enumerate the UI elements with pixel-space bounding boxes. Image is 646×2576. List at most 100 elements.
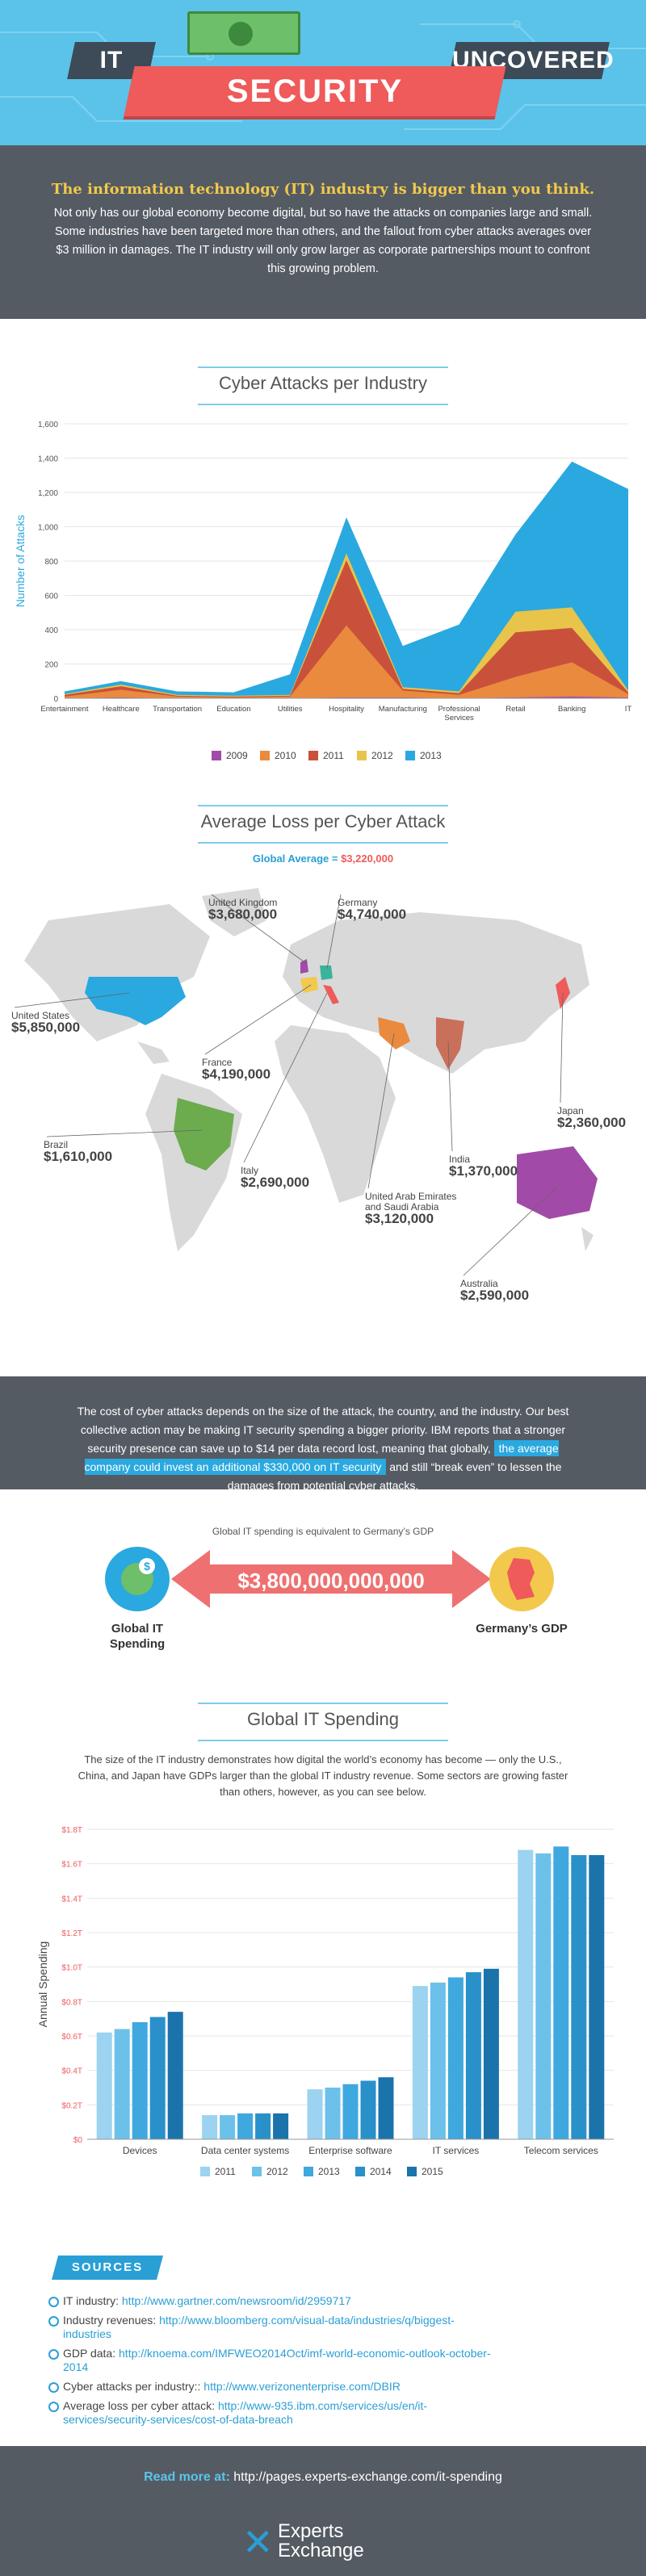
country-name: United Kingdom [208,897,277,908]
bar [447,1977,464,2139]
leader-line [14,992,130,1008]
bar [96,2032,112,2139]
svg-text:$: $ [144,1560,150,1573]
header: IT UNCOVERED SECURITY [0,0,646,145]
legend-swatch [308,751,318,760]
legend-swatch [405,751,415,760]
leader-line [367,1032,395,1189]
x-tick-label: Services [444,714,474,723]
bar [553,1846,569,2139]
country-value: $1,610,000 [44,1149,112,1164]
source-label: Cyber attacks per industry:: [63,2380,204,2393]
loss-title-wrap: Average Loss per Cyber Attack [0,805,646,844]
sources-section: SOURCES IT industry: http://www.gartner.… [0,2244,646,2438]
x-tick-label: Utilities [278,705,303,714]
mid-section: The cost of cyber attacks depends on the… [0,1376,646,1492]
y-tick-label: 600 [44,593,58,601]
country-name: United States [11,1010,69,1021]
y-axis-label: Annual Spending [36,1941,49,2028]
legend-label: 2011 [323,750,344,761]
x-tick-label: Professional [438,705,480,714]
money-icon [187,11,300,55]
compare-right-label: Germany’s GDP [476,1622,568,1636]
leader-line [204,984,312,1055]
bar [342,2084,359,2139]
read-more-link[interactable]: http://pages.experts-exchange.com/it-spe… [233,2470,502,2484]
y-tick-label: 1,200 [38,489,58,498]
country-value: $1,370,000 [449,1163,518,1179]
legend-swatch [252,2167,262,2176]
bar [273,2113,289,2139]
x-tick-label: Enterprise software [308,2145,392,2156]
country-name: Australia [460,1278,498,1289]
source-link[interactable]: http://www.gartner.com/newsroom/id/29597… [121,2294,351,2307]
footer: Read more at: http://pages.experts-excha… [0,2446,646,2576]
country-value: $2,690,000 [241,1175,309,1190]
legend-swatch [357,751,367,760]
country-name: and Saudi Arabia [365,1201,439,1213]
logo-x-icon: ✕ [242,2521,274,2563]
bar [412,1986,428,2139]
country-name: Brazil [44,1139,68,1150]
country-italy [323,985,339,1004]
country-germany [320,965,333,980]
source-link[interactable]: http://www-935.ibm.com/services/us/en/it… [63,2399,428,2426]
gdp-compare: Global IT spending is equivalent to Germ… [0,1526,646,1671]
mid-text-after: and still “break even” to lessen the dam… [227,1460,562,1492]
y-tick-label: $1.4T [61,1895,82,1904]
read-more-label: Read more at: [144,2470,234,2484]
country-value: $5,850,000 [11,1020,80,1035]
read-more: Read more at: http://pages.experts-excha… [0,2446,646,2485]
bar [202,2115,218,2139]
country-name: France [202,1057,233,1068]
bar [255,2113,271,2139]
legend-swatch [355,2167,365,2176]
compare-graphic: $ [105,1547,554,1611]
source-item: GDP data: http://knoema.com/IMFWEO2014Oc… [48,2347,501,2374]
y-tick-label: 200 [44,661,58,670]
country-name: United Arab Emirates [365,1191,456,1202]
source-item: IT industry: http://www.gartner.com/news… [48,2294,501,2308]
bar [430,1982,446,2139]
bar [589,1855,605,2139]
y-axis-label: Number of Attacks [14,515,27,607]
x-tick-label: Manufacturing [379,705,427,714]
legend-label: 2010 [275,750,296,761]
x-tick-label: IT services [433,2145,480,2156]
sources-badge-label: SOURCES [71,2260,144,2274]
legend-swatch [407,2167,417,2176]
country-name: Italy [241,1165,258,1176]
y-tick-label: $1.0T [61,1964,82,1973]
y-tick-label: $0.2T [61,2101,82,2110]
country-india [436,1017,464,1070]
y-tick-label: 1,600 [38,421,58,429]
area-series-2009 [65,696,628,698]
legend-label: 2013 [318,2166,340,2177]
country-value: $4,190,000 [202,1066,271,1082]
source-item: Cyber attacks per industry:: http://www.… [48,2380,501,2394]
leader-line [463,1186,558,1276]
experts-exchange-logo: ✕ Experts Exchange [242,2520,404,2566]
y-tick-label: 800 [44,558,58,567]
it-spending-bar-chart: $0 $0.2T $0.4T $0.6T $0.8T $1.0T $1.2T $1.4T $1.… [36,1826,614,2177]
global-average-value: $3,220,000 [341,852,394,865]
logo-line2: Exchange [278,2540,364,2561]
chart2-intro: The size of the IT industry demonstrates… [78,1753,568,1798]
bar [535,1853,552,2139]
y-tick-label: 0 [53,695,58,704]
y-tick-label: $0.4T [61,2067,82,2076]
source-link[interactable]: http://knoema.com/IMFWEO2014Oct/imf-worl… [63,2347,491,2373]
continent-shape [24,904,210,1041]
bar [237,2113,254,2139]
x-tick-label: Banking [558,705,585,714]
country-uk [300,959,308,974]
legend-label: 2011 [215,2166,236,2177]
x-tick-label: Retail [505,705,525,714]
y-tick-label: 400 [44,626,58,635]
country-value: $2,590,000 [460,1288,529,1303]
source-link[interactable]: http://www.verizonenterprise.com/DBIR [203,2380,401,2393]
source-link[interactable]: http://www.bloomberg.com/visual-data/ind… [63,2314,455,2340]
global-average: Global Average = $3,220,000 [0,852,646,865]
legend-swatch [212,751,221,760]
logo-line1: Experts [278,2520,344,2542]
